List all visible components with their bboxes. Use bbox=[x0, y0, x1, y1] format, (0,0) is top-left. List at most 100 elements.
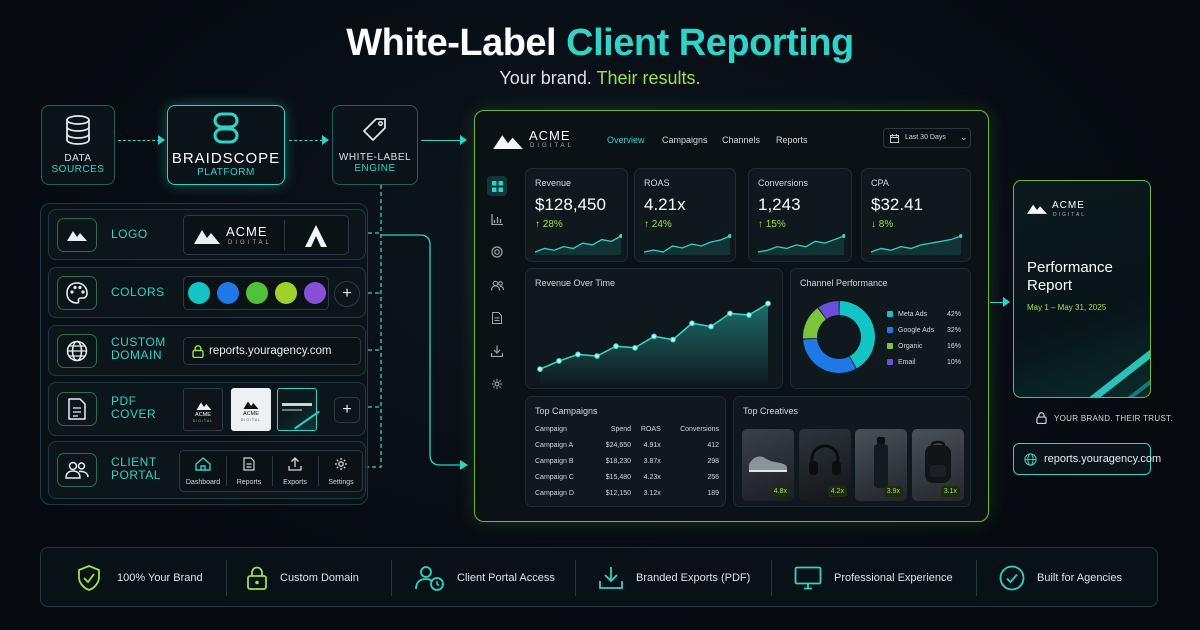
table-cell: $24,650 bbox=[605, 441, 632, 449]
logo-upload-box[interactable]: ACME DIGITAL bbox=[183, 215, 349, 255]
pdf-cover-teal[interactable] bbox=[277, 388, 320, 431]
legend-label: Google Ads bbox=[898, 327, 935, 334]
sparkline-line bbox=[534, 235, 622, 253]
portal-nav-label: Dashboard bbox=[185, 479, 221, 486]
add-cover-button[interactable]: + bbox=[334, 397, 360, 423]
table-row[interactable]: Campaign C $15,480 4.23x 256 bbox=[535, 469, 719, 485]
table-cell: Campaign B bbox=[535, 457, 574, 465]
tab-channels[interactable]: Channels bbox=[722, 135, 761, 145]
page-title: White-Label Client Reporting bbox=[0, 22, 1200, 65]
flow-arrow bbox=[118, 140, 160, 141]
creative-thumbnail[interactable]: 3.9x bbox=[855, 429, 907, 501]
kpi-sparkline bbox=[757, 234, 845, 255]
flow-arrow bbox=[289, 140, 323, 141]
side-nav-dashboard[interactable] bbox=[487, 176, 507, 196]
sneaker-image bbox=[749, 456, 787, 472]
campaigns-table: Campaign Spend ROAS Conversions Campaign… bbox=[535, 421, 719, 501]
legend-value: 10% bbox=[946, 359, 961, 366]
tab-campaigns[interactable]: Campaigns bbox=[662, 135, 708, 145]
column-header: ROAS bbox=[640, 425, 661, 433]
flow-arrow bbox=[990, 302, 1005, 303]
portal-nav-label: Settings bbox=[328, 479, 354, 486]
color-swatch[interactable] bbox=[217, 282, 239, 304]
revenue-chart bbox=[537, 300, 771, 383]
tab-overview[interactable]: Overview bbox=[607, 135, 645, 145]
feature-item: Custom Domain bbox=[246, 548, 359, 608]
data-sources-box: DATA SOURCES bbox=[41, 105, 115, 185]
sparkline-point bbox=[619, 234, 622, 238]
kpi-value: $128,450 bbox=[535, 195, 606, 214]
roas-badge: 4.2x bbox=[827, 486, 847, 497]
creative-thumbnail[interactable]: 4.8x bbox=[742, 429, 794, 501]
legend-label: Meta Ads bbox=[898, 311, 928, 318]
custom-domain-field[interactable]: reports.youragency.com bbox=[183, 337, 361, 365]
report-brand-sub: DIGITAL bbox=[1053, 212, 1087, 218]
channel-title: Channel Performance bbox=[800, 278, 888, 288]
report-brand-name: ACME bbox=[1052, 200, 1085, 211]
brand-logo-mark bbox=[493, 135, 523, 149]
portal-nav-exports[interactable]: Exports bbox=[272, 451, 318, 491]
grid-icon bbox=[491, 180, 503, 192]
color-swatch[interactable] bbox=[246, 282, 268, 304]
table-cell: Campaign D bbox=[535, 489, 574, 497]
platform-label-2: PLATFORM bbox=[197, 167, 255, 178]
brand-logo-mark bbox=[194, 230, 220, 244]
dashboard-mockup: ACME DIGITAL Overview Campaigns Channels… bbox=[474, 110, 989, 522]
feature-item: Client Portal Access bbox=[415, 548, 555, 608]
report-url-pill[interactable]: reports.youragency.com bbox=[1013, 443, 1161, 475]
date-range-select[interactable]: Last 30 Days ⌄ bbox=[883, 128, 971, 148]
side-nav-reports[interactable] bbox=[487, 308, 507, 328]
side-nav-goals[interactable] bbox=[487, 242, 507, 262]
donut-slice bbox=[818, 301, 839, 319]
report-cover[interactable]: ACME DIGITAL Performance Report May 1 – M… bbox=[1013, 180, 1151, 398]
kpi-card-cpa[interactable]: CPA $32.41 ↓ 8% bbox=[861, 168, 971, 262]
table-row[interactable]: Campaign B $18,230 3.87x 298 bbox=[535, 453, 719, 469]
feature-label: 100% Your Brand bbox=[117, 572, 203, 584]
brand-logo-mark bbox=[1027, 204, 1047, 214]
portal-nav-dashboard[interactable]: Dashboard bbox=[180, 451, 226, 491]
sparkline-area bbox=[644, 236, 730, 255]
table-row[interactable]: Campaign A $24,650 4.91x 412 bbox=[535, 437, 719, 453]
chevron-down-icon: ⌄ bbox=[960, 132, 968, 142]
color-swatch[interactable] bbox=[275, 282, 297, 304]
globe-icon bbox=[66, 340, 88, 362]
table-cell: 3.12x bbox=[643, 489, 661, 497]
channel-performance-card: Channel Performance Meta Ads 42% Google A… bbox=[790, 268, 971, 389]
pdf-label-1: PDF bbox=[111, 394, 137, 408]
color-swatch[interactable] bbox=[304, 282, 326, 304]
shield-check-icon bbox=[78, 565, 100, 591]
subtitle-part-2: Their results. bbox=[596, 68, 701, 88]
table-cell: 412 bbox=[707, 441, 719, 449]
creative-thumbnail[interactable]: 3.1x bbox=[912, 429, 964, 501]
table-row[interactable]: Campaign D $12,150 3.12x 189 bbox=[535, 485, 719, 501]
kpi-value: 1,243 bbox=[758, 195, 801, 214]
feature-item: Built for Agencies bbox=[999, 548, 1122, 608]
pdf-cover-light[interactable]: ACME DIGITAL bbox=[231, 388, 271, 431]
tag-icon bbox=[363, 118, 386, 141]
kpi-card-revenue[interactable]: Revenue $128,450 ↑ 28% bbox=[525, 168, 628, 262]
colors-row-icon-box bbox=[57, 276, 97, 310]
portal-nav-reports[interactable]: Reports bbox=[226, 451, 272, 491]
side-nav-analytics[interactable] bbox=[487, 209, 507, 229]
pdf-label: PDF COVER bbox=[111, 395, 156, 421]
creative-thumbnail[interactable]: 4.2x bbox=[799, 429, 851, 501]
side-nav-settings[interactable] bbox=[487, 374, 507, 394]
table-cell: $18,230 bbox=[605, 457, 632, 465]
kpi-card-conversions[interactable]: Conversions 1,243 ↑ 15% bbox=[748, 168, 852, 262]
color-swatch[interactable] bbox=[188, 282, 210, 304]
download-icon bbox=[599, 567, 623, 589]
pdf-cover-dark[interactable]: ACME DIGITAL bbox=[183, 388, 223, 431]
roas-badge: 3.9x bbox=[883, 486, 903, 497]
tab-reports[interactable]: Reports bbox=[776, 135, 808, 145]
home-icon bbox=[195, 457, 211, 471]
logo-a-icon bbox=[305, 225, 327, 247]
palette-icon bbox=[66, 282, 88, 304]
side-nav-audience[interactable] bbox=[487, 275, 507, 295]
kpi-card-roas[interactable]: ROAS 4.21x ↑ 24% bbox=[634, 168, 736, 262]
kpi-change: ↓ 8% bbox=[871, 219, 894, 230]
portal-nav-settings[interactable]: Settings bbox=[318, 451, 364, 491]
side-nav-download[interactable] bbox=[487, 341, 507, 361]
kpi-change: ↑ 15% bbox=[758, 219, 786, 230]
kpi-sparkline bbox=[534, 234, 622, 255]
add-color-button[interactable]: + bbox=[334, 281, 360, 307]
